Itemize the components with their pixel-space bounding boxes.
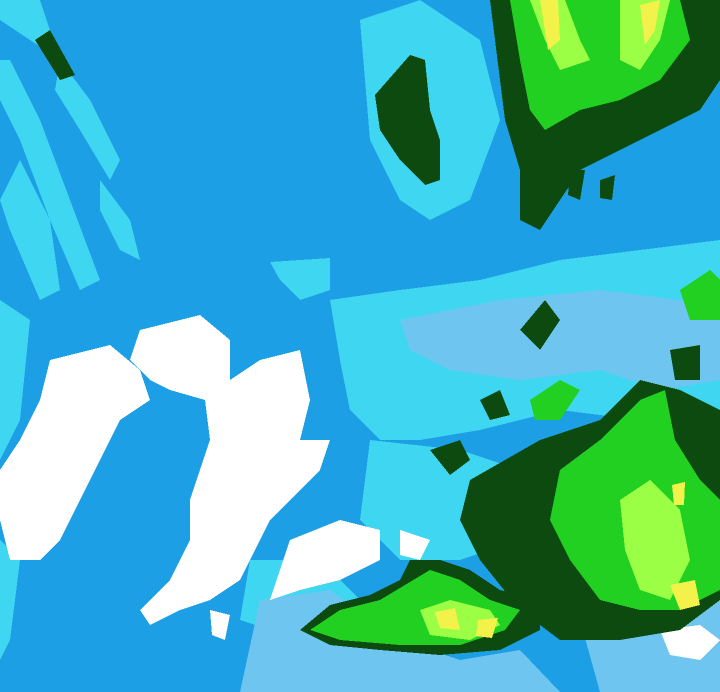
cyan-streaks xyxy=(0,0,140,660)
storm-complex xyxy=(460,270,720,640)
bottom-band xyxy=(300,560,540,655)
white-cloud xyxy=(0,315,720,660)
dark-green-cells xyxy=(35,30,700,475)
top-right-band xyxy=(490,0,720,230)
